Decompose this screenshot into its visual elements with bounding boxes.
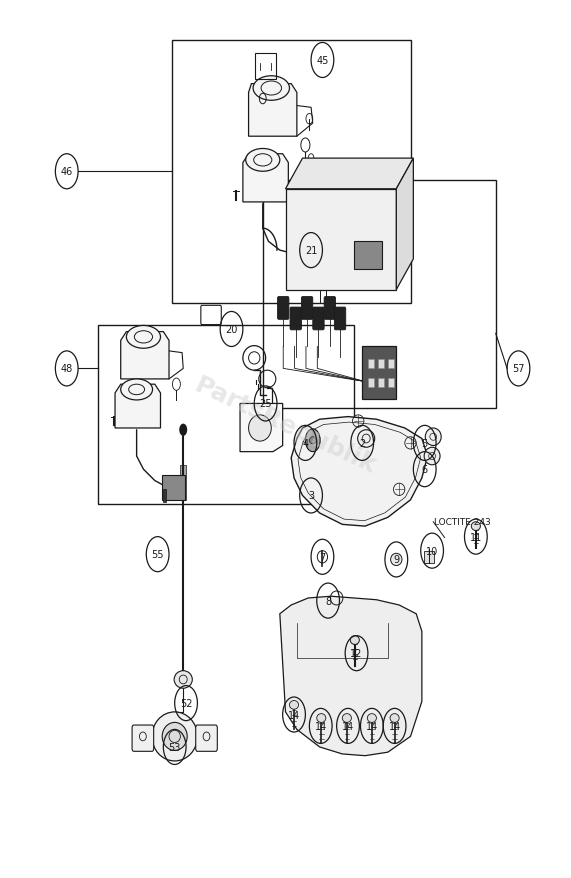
Text: 14: 14 bbox=[366, 721, 378, 731]
FancyBboxPatch shape bbox=[313, 307, 324, 330]
Ellipse shape bbox=[391, 554, 402, 566]
Text: 53: 53 bbox=[168, 742, 181, 752]
Ellipse shape bbox=[350, 636, 359, 644]
Ellipse shape bbox=[174, 671, 192, 688]
Bar bbox=[368, 378, 373, 387]
Ellipse shape bbox=[309, 437, 316, 444]
Bar bbox=[388, 378, 394, 387]
FancyBboxPatch shape bbox=[132, 725, 154, 752]
Bar bbox=[388, 359, 394, 368]
Text: 8: 8 bbox=[325, 596, 331, 606]
Text: 57: 57 bbox=[512, 364, 525, 374]
Bar bbox=[255, 54, 276, 80]
Ellipse shape bbox=[317, 714, 326, 723]
Circle shape bbox=[305, 429, 320, 452]
Text: 21: 21 bbox=[305, 246, 317, 255]
Bar bbox=[180, 465, 186, 500]
FancyBboxPatch shape bbox=[162, 476, 186, 500]
Ellipse shape bbox=[253, 76, 289, 101]
FancyBboxPatch shape bbox=[324, 298, 336, 320]
Text: PartsRepublik: PartsRepublik bbox=[191, 373, 380, 479]
Bar bbox=[378, 359, 384, 368]
Ellipse shape bbox=[343, 714, 351, 723]
FancyBboxPatch shape bbox=[290, 307, 301, 330]
Text: 9: 9 bbox=[393, 555, 399, 565]
Ellipse shape bbox=[248, 415, 271, 442]
FancyBboxPatch shape bbox=[362, 347, 396, 399]
Ellipse shape bbox=[471, 522, 480, 531]
Text: 25: 25 bbox=[259, 399, 272, 409]
Text: 45: 45 bbox=[316, 56, 329, 66]
Bar bbox=[263, 181, 496, 408]
Polygon shape bbox=[243, 155, 288, 203]
Ellipse shape bbox=[390, 714, 399, 723]
Ellipse shape bbox=[425, 428, 441, 446]
Ellipse shape bbox=[152, 712, 198, 761]
Text: 3: 3 bbox=[308, 491, 314, 500]
Text: 14: 14 bbox=[342, 721, 354, 731]
FancyBboxPatch shape bbox=[353, 242, 382, 270]
Ellipse shape bbox=[424, 448, 440, 465]
FancyBboxPatch shape bbox=[278, 298, 289, 320]
Text: 20: 20 bbox=[226, 325, 238, 335]
Text: 48: 48 bbox=[61, 364, 73, 374]
Ellipse shape bbox=[289, 701, 299, 709]
Text: LOCTITE 243: LOCTITE 243 bbox=[435, 518, 491, 527]
Bar bbox=[378, 378, 384, 387]
Ellipse shape bbox=[162, 723, 187, 751]
Bar bbox=[424, 551, 434, 564]
Text: 14: 14 bbox=[388, 721, 401, 731]
Polygon shape bbox=[115, 385, 160, 428]
Text: 46: 46 bbox=[61, 167, 73, 177]
Text: 14: 14 bbox=[288, 709, 300, 720]
Text: 11: 11 bbox=[470, 532, 482, 542]
Text: 4: 4 bbox=[302, 438, 308, 449]
Text: 55: 55 bbox=[151, 550, 164, 559]
Polygon shape bbox=[248, 84, 297, 137]
Bar bbox=[163, 490, 166, 502]
Polygon shape bbox=[240, 404, 283, 452]
Ellipse shape bbox=[367, 714, 376, 723]
Polygon shape bbox=[120, 332, 169, 379]
Polygon shape bbox=[291, 417, 428, 527]
FancyBboxPatch shape bbox=[335, 307, 345, 330]
Ellipse shape bbox=[126, 326, 160, 349]
Ellipse shape bbox=[357, 430, 375, 448]
Ellipse shape bbox=[120, 379, 152, 400]
FancyBboxPatch shape bbox=[301, 298, 313, 320]
Bar bbox=[320, 286, 327, 303]
Bar bbox=[286, 190, 396, 291]
Polygon shape bbox=[280, 596, 422, 756]
Polygon shape bbox=[286, 159, 413, 190]
Text: 14: 14 bbox=[315, 721, 327, 731]
Text: 52: 52 bbox=[180, 698, 192, 709]
Circle shape bbox=[179, 424, 187, 436]
Text: 12: 12 bbox=[351, 649, 363, 658]
FancyBboxPatch shape bbox=[196, 725, 218, 752]
Bar bbox=[172, 40, 411, 303]
Text: 10: 10 bbox=[426, 546, 438, 556]
Polygon shape bbox=[396, 159, 413, 291]
Text: 7: 7 bbox=[319, 552, 325, 562]
Text: 6: 6 bbox=[421, 464, 428, 475]
Text: 2: 2 bbox=[359, 438, 365, 449]
Text: 5: 5 bbox=[421, 438, 428, 449]
Ellipse shape bbox=[246, 149, 280, 172]
Bar bbox=[368, 359, 373, 368]
Bar bbox=[98, 325, 353, 505]
